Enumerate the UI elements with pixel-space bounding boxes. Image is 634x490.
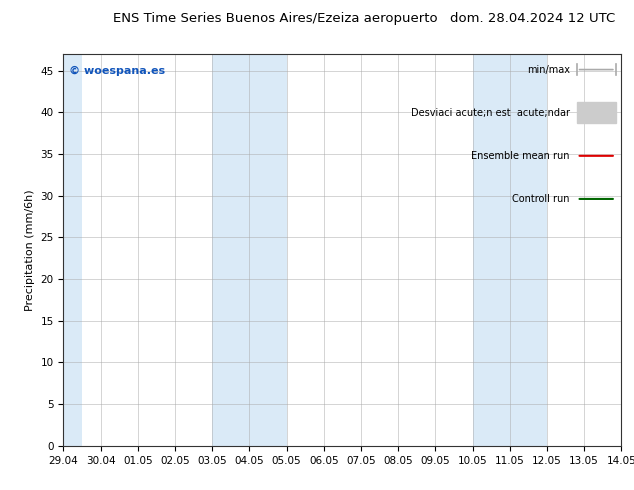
Bar	[472, 54, 547, 446]
Text: Ensemble mean run: Ensemble mean run	[472, 151, 570, 161]
Bar	[63, 54, 82, 446]
Text: Controll run: Controll run	[512, 194, 570, 204]
Text: © woespana.es: © woespana.es	[69, 66, 165, 76]
Text: ENS Time Series Buenos Aires/Ezeiza aeropuerto: ENS Time Series Buenos Aires/Ezeiza aero…	[113, 12, 437, 25]
Bar	[577, 102, 616, 123]
Text: Desviaci acute;n est  acute;ndar: Desviaci acute;n est acute;ndar	[411, 108, 570, 118]
Y-axis label: Precipitation (mm/6h): Precipitation (mm/6h)	[25, 189, 35, 311]
Text: dom. 28.04.2024 12 UTC: dom. 28.04.2024 12 UTC	[451, 12, 616, 25]
Text: min/max: min/max	[527, 65, 570, 74]
Bar	[212, 54, 287, 446]
